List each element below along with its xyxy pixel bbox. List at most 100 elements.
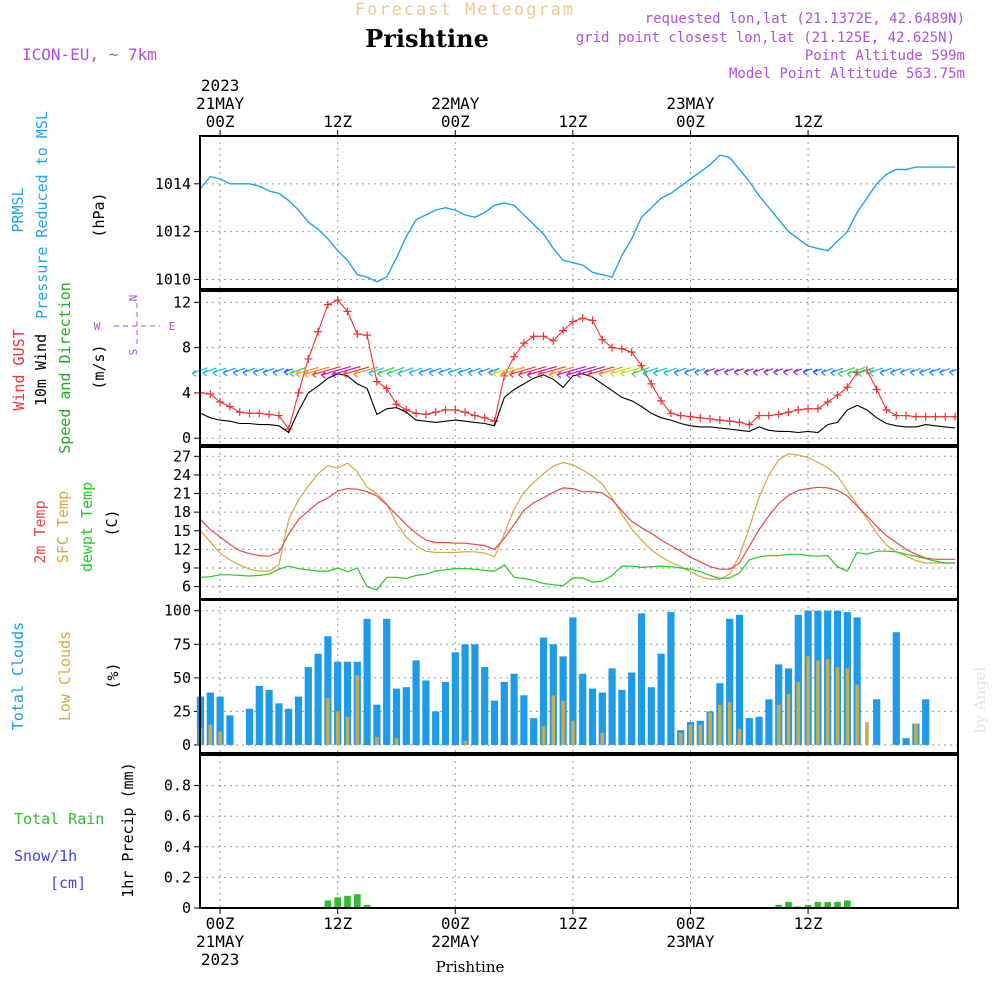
total-cloud-bar (343, 661, 352, 745)
compass-rose: N S W E (94, 295, 176, 356)
total-cloud-bar (726, 618, 734, 745)
wind-direction-arrow (939, 367, 951, 376)
x-tick-label-top: 00Z (206, 112, 235, 131)
gust-line (200, 299, 956, 431)
x-tick-label-bottom: 2023 (201, 950, 240, 969)
rain-bar (344, 895, 351, 908)
gust-marker (784, 408, 793, 417)
low-cloud-bar (375, 736, 379, 745)
wind-direction-arrow (653, 367, 668, 377)
low-cloud-bar (688, 724, 693, 745)
total-cloud-bar (500, 681, 508, 745)
gust-marker (372, 377, 381, 386)
gust-marker (480, 413, 489, 422)
gust-marker (686, 412, 695, 421)
wind-direction-arrow (252, 367, 265, 376)
gust-marker (235, 408, 244, 417)
x-tick-label-top: 12Z (558, 112, 587, 131)
gust-marker (666, 409, 675, 418)
total-cloud-bar (922, 699, 930, 745)
credit-watermark: by Angel (971, 666, 989, 733)
rain-bar (824, 901, 831, 908)
wind-direction-arrow (556, 365, 587, 379)
wind-label: 10m Wind (32, 334, 50, 406)
total-cloud-bar (334, 661, 342, 745)
gust-marker (529, 332, 538, 341)
pressure-line (199, 154, 956, 283)
low-cloud-bar (708, 712, 712, 745)
gust-marker (735, 418, 744, 427)
wind-direction-arrow (642, 367, 659, 377)
x-tick-label-bottom: 12Z (323, 914, 352, 933)
gust-marker (539, 332, 548, 341)
total-cloud-bar (294, 696, 303, 745)
low-cloud-bar (835, 667, 840, 745)
gust-marker (764, 411, 773, 420)
total-cloud-bar (490, 700, 499, 745)
total-cloud-bar (275, 703, 283, 745)
total-cloud-bar (363, 618, 371, 745)
wind-direction-arrow (283, 368, 293, 376)
wind-direction-arrow (312, 366, 341, 379)
wind-direction-arrow (909, 367, 921, 376)
gust-marker (225, 402, 234, 411)
x-tick-label-top: 2023 (201, 76, 240, 95)
wind-direction-arrow (783, 368, 793, 376)
y-tick-label: 100 (164, 602, 191, 620)
gust-marker (823, 397, 832, 406)
total-cloud-bar (481, 667, 489, 745)
rain-bar (324, 900, 332, 908)
gust-marker (676, 411, 685, 420)
total-cloud-bar (265, 689, 273, 745)
gust-marker (755, 411, 764, 420)
wind-direction-arrow (793, 368, 803, 376)
gust-marker (431, 408, 440, 417)
y-tick-label: 1012 (155, 223, 191, 241)
x-tick-label-bottom: 00Z (676, 914, 705, 933)
compass-e: E (169, 320, 176, 333)
gust-marker (323, 300, 332, 309)
bottom-location-name: Prishtine (436, 958, 505, 976)
low-cloud-bar (208, 724, 213, 745)
low-cloud-bar (786, 693, 791, 745)
wind-direction-arrow (517, 366, 547, 379)
wind-direction-arrow (673, 367, 687, 377)
wind-direction-arrow (684, 367, 696, 376)
panel-frame (199, 599, 959, 754)
gust-marker (216, 397, 225, 406)
total-cloud-bar (873, 699, 881, 745)
total-cloud-bar (755, 716, 763, 745)
wind-direction-arrow (723, 368, 735, 376)
y-tick-label: 12 (173, 293, 191, 311)
compass-w: W (94, 320, 101, 333)
gust-marker (637, 361, 646, 370)
wind-direction-arrow (743, 368, 754, 376)
rain-bar (844, 900, 851, 908)
low-cloud-bar (825, 659, 830, 745)
temp-sfc-line (200, 453, 956, 580)
x-tick-label-top: 00Z (676, 112, 705, 131)
y-tick-label: 12 (173, 540, 191, 558)
low-cloud-bar (394, 738, 399, 745)
wind-direction-arrow (447, 367, 462, 377)
total-cloud-bar (461, 644, 469, 745)
wind-direction-arrow (802, 368, 813, 376)
low-cloud-bar (698, 724, 703, 745)
gust-marker (255, 409, 264, 418)
x-tick-label-bottom: 12Z (794, 914, 823, 933)
gust-marker (412, 409, 421, 418)
wind-direction-arrow (232, 367, 246, 377)
y-tick-label: 1014 (155, 175, 191, 193)
total-cloud-bar (402, 687, 410, 745)
total-cloud-bar (530, 718, 538, 745)
grid-coords: grid point closest lon,lat (21.125E, 42.… (576, 30, 955, 46)
wind-direction-arrow (837, 367, 855, 378)
direction-label: Speed and Direction (56, 282, 74, 454)
total-cloud-bar (422, 680, 430, 745)
low-cloud-bar (914, 723, 918, 745)
y-tick-label: 18 (173, 503, 191, 521)
gust-marker (794, 405, 803, 414)
total-cloud-bar (902, 738, 910, 745)
wind-direction-arrow (889, 367, 902, 376)
requested-coords: requested lon,lat (21.1372E, 42.6489N) (645, 11, 965, 27)
